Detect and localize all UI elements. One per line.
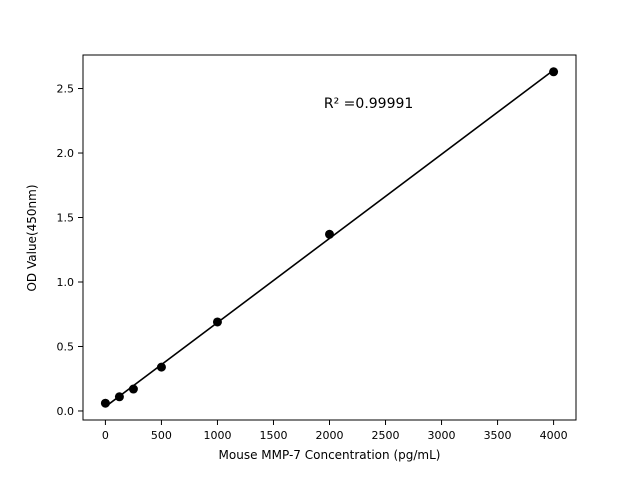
data-point: [128, 384, 138, 394]
r-squared-annotation: R² =0.99991: [323, 96, 414, 112]
x-tick-label: 4000: [540, 429, 568, 442]
x-tick-label: 500: [151, 429, 172, 442]
x-tick-label: 0: [102, 429, 109, 442]
y-tick-label: 0.5: [57, 340, 75, 353]
x-tick-label: 3000: [428, 429, 456, 442]
x-tick-label: 2500: [372, 429, 400, 442]
x-tick-label: 2000: [316, 429, 344, 442]
x-axis-label: Mouse MMP-7 Concentration (pg/mL): [218, 448, 441, 462]
x-tick-label: 1500: [259, 429, 287, 442]
data-point: [212, 317, 222, 327]
data-point: [549, 67, 559, 77]
data-point: [114, 392, 124, 402]
y-tick-label: 1.5: [57, 212, 75, 225]
data-point: [156, 362, 166, 372]
y-tick-label: 0.0: [57, 405, 75, 418]
y-tick-label: 2.0: [57, 147, 75, 160]
y-axis-label: OD Value(450nm): [25, 183, 39, 292]
x-tick-label: 3500: [484, 429, 512, 442]
x-tick-label: 1000: [203, 429, 231, 442]
y-tick-label: 1.0: [57, 276, 75, 289]
y-tick-label: 2.5: [57, 83, 75, 96]
data-point: [325, 229, 334, 239]
data-point: [100, 398, 110, 408]
